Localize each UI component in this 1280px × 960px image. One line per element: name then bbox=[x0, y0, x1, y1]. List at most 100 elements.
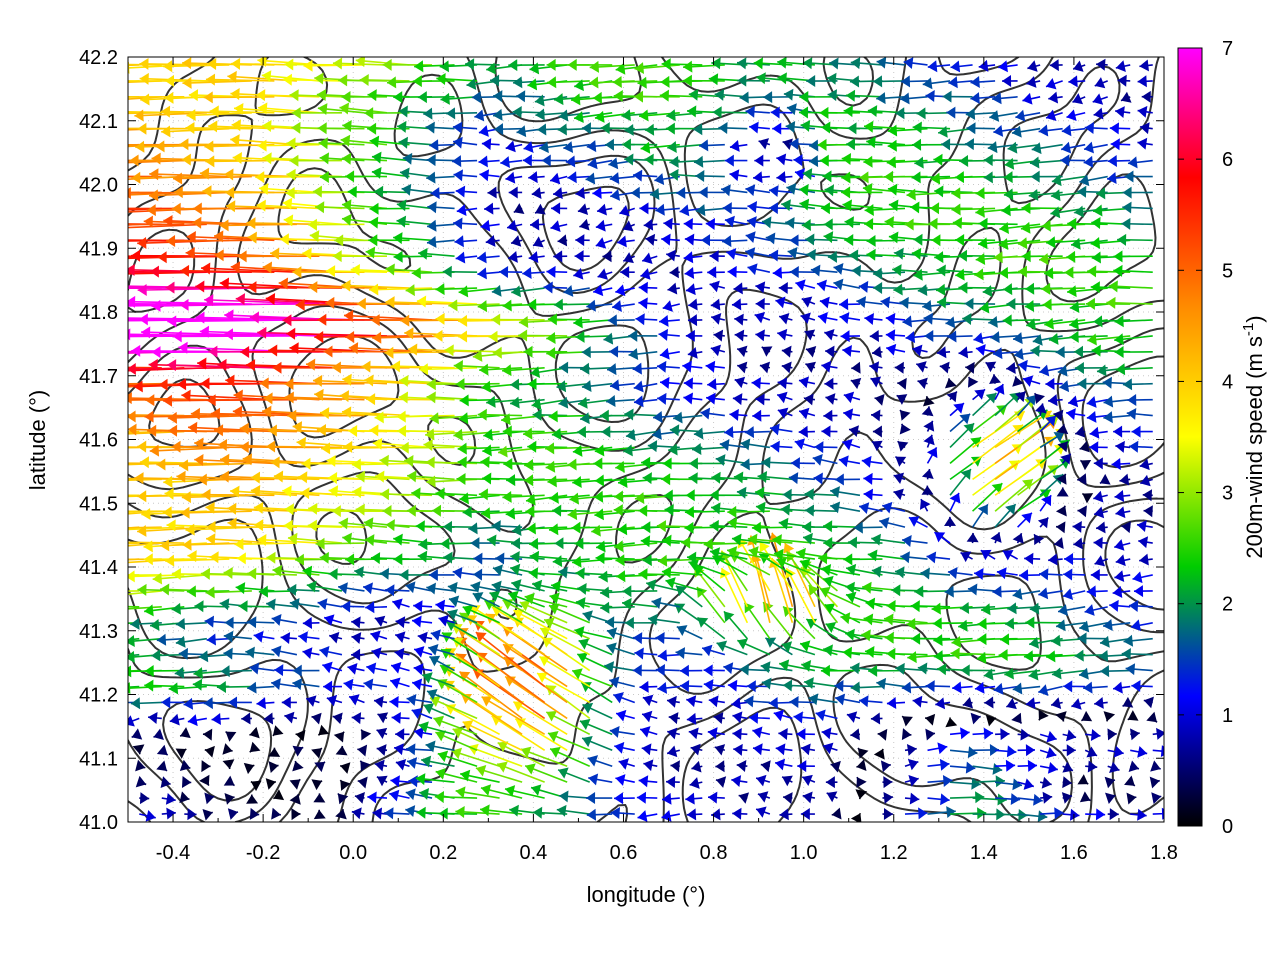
wind-vector-head bbox=[786, 103, 797, 116]
wind-vector-head bbox=[934, 532, 946, 543]
wind-vector-head bbox=[167, 359, 177, 372]
wind-vector-head bbox=[205, 501, 215, 514]
wind-vector-head bbox=[572, 444, 583, 457]
wind-vector-head bbox=[845, 591, 857, 604]
wind-vector-head bbox=[819, 154, 829, 167]
wind-vector-head bbox=[458, 285, 469, 298]
wind-vector-head bbox=[778, 282, 788, 295]
wind-vector-head bbox=[655, 632, 665, 645]
wind-vector-head bbox=[581, 346, 591, 359]
wind-vector-shaft bbox=[539, 655, 591, 688]
wind-vector-head bbox=[181, 389, 191, 402]
wind-vector-shaft bbox=[128, 223, 140, 226]
wind-vector-head bbox=[709, 280, 720, 293]
wind-vector-head bbox=[203, 91, 213, 104]
wind-vector-shaft bbox=[332, 62, 388, 66]
wind-vector-head bbox=[572, 555, 582, 568]
wind-vector-head bbox=[171, 202, 181, 215]
wind-vector-head bbox=[459, 394, 469, 407]
wind-vector-head bbox=[1079, 440, 1090, 453]
wind-vector-head bbox=[341, 600, 351, 613]
wind-vector-head bbox=[155, 140, 165, 153]
wind-vector-head bbox=[1004, 617, 1015, 630]
wind-vector-head bbox=[662, 534, 672, 547]
wind-vector-head bbox=[156, 744, 168, 756]
wind-vector-head bbox=[737, 74, 747, 87]
wind-vector-head bbox=[937, 742, 948, 755]
wind-vector-head bbox=[231, 57, 241, 70]
wind-vector-head bbox=[1033, 793, 1043, 806]
wind-vector-head bbox=[557, 234, 568, 247]
wind-vector-shaft bbox=[194, 458, 275, 465]
wind-vector-head bbox=[364, 107, 374, 120]
wind-vector-head bbox=[952, 681, 962, 694]
wind-vector-head bbox=[511, 235, 522, 247]
wind-vector-head bbox=[363, 678, 374, 691]
wind-vector-head bbox=[341, 152, 352, 165]
wind-vector-head bbox=[238, 600, 248, 613]
wind-vector-head bbox=[606, 642, 617, 654]
wind-vector-head bbox=[971, 777, 981, 790]
wind-vector-head bbox=[190, 407, 200, 420]
wind-vector-head bbox=[609, 379, 620, 392]
wind-vector-head bbox=[607, 314, 617, 327]
wind-vector-head bbox=[823, 575, 834, 588]
wind-vector-head bbox=[668, 443, 678, 456]
wind-vector-head bbox=[789, 234, 799, 247]
wind-vector-head bbox=[230, 485, 240, 498]
wind-vector-head bbox=[472, 592, 484, 603]
wind-vector-head bbox=[779, 312, 790, 325]
wind-vector-head bbox=[782, 775, 793, 787]
wind-vector-head bbox=[350, 263, 360, 276]
wind-vector-head bbox=[385, 584, 395, 597]
wind-vector-head bbox=[128, 665, 132, 678]
wind-vector-head bbox=[557, 123, 567, 136]
wind-vector-head bbox=[959, 154, 969, 167]
wind-vector-head bbox=[541, 154, 551, 167]
wind-vector-head bbox=[775, 296, 786, 309]
wind-vector-head bbox=[303, 59, 313, 72]
wind-vector-head bbox=[444, 344, 454, 357]
wind-vector-head bbox=[525, 505, 535, 518]
wind-vector-head bbox=[271, 614, 282, 626]
wind-vector-head bbox=[54, 330, 63, 342]
wind-vector-head bbox=[270, 247, 280, 260]
wind-vector-head bbox=[798, 376, 809, 389]
wind-vector-head bbox=[634, 62, 645, 75]
wind-vector-head bbox=[1115, 60, 1126, 73]
wind-vector-head bbox=[343, 440, 353, 453]
wind-vector-head bbox=[1006, 697, 1017, 710]
wind-vector-head bbox=[1064, 266, 1074, 279]
wind-vector-head bbox=[551, 428, 562, 440]
wind-vector-head bbox=[951, 635, 962, 648]
wind-vector-head bbox=[166, 519, 176, 532]
wind-vector-head bbox=[265, 778, 276, 790]
wind-vector-head bbox=[69, 526, 78, 538]
wind-vector-head bbox=[316, 88, 327, 101]
wind-vector-head bbox=[659, 89, 669, 102]
wind-vector-head bbox=[524, 474, 534, 487]
wind-vector-head bbox=[259, 377, 269, 390]
wind-vector-head bbox=[781, 199, 791, 212]
x-tick-label: 0.8 bbox=[700, 842, 728, 864]
wind-vector-head bbox=[1056, 487, 1069, 497]
wind-vector-head bbox=[254, 519, 264, 532]
wind-vector-head bbox=[761, 216, 772, 229]
wind-vector-head bbox=[351, 648, 361, 661]
wind-vector-head bbox=[419, 787, 430, 800]
wind-vector-head bbox=[198, 650, 209, 663]
wind-vector-head bbox=[1083, 155, 1094, 168]
wind-vector-head bbox=[406, 693, 417, 706]
wind-vector-head bbox=[1093, 107, 1104, 120]
wind-vector-head bbox=[927, 60, 938, 73]
wind-vector-head bbox=[230, 88, 240, 101]
wind-vector-head bbox=[271, 807, 281, 820]
wind-vector-head bbox=[92, 77, 101, 89]
wind-vector-head bbox=[799, 184, 809, 196]
wind-vector-shaft bbox=[749, 535, 771, 608]
wind-vector-head bbox=[825, 393, 836, 405]
wind-vector-head bbox=[367, 89, 377, 102]
wind-vector-head bbox=[640, 535, 651, 548]
wind-vector-head bbox=[223, 566, 233, 579]
wind-vector-head bbox=[531, 187, 542, 199]
